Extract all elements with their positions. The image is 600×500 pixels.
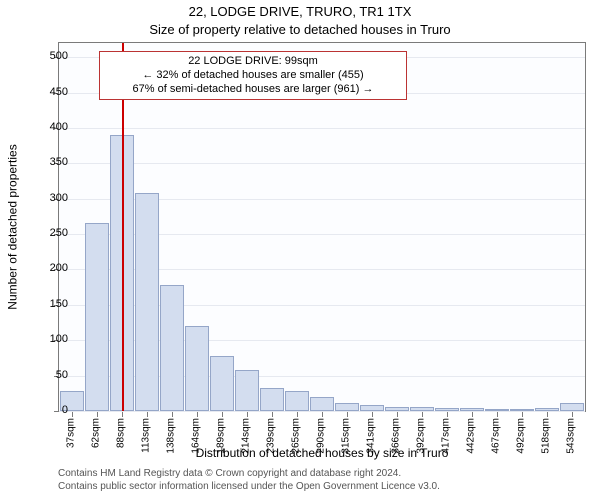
histogram-bar — [485, 409, 509, 411]
annotation-line1: 22 LODGE DRIVE: 99sqm — [108, 55, 398, 69]
x-tick-label: 88sqm — [115, 418, 126, 448]
x-tick-label: 315sqm — [341, 418, 352, 454]
gridline — [59, 163, 585, 164]
x-tick-label: 37sqm — [65, 418, 76, 448]
x-tick-label: 189sqm — [215, 418, 226, 454]
y-tick-label: 250 — [34, 227, 68, 239]
histogram-bar — [460, 408, 484, 411]
annotation-line2: ← 32% of detached houses are smaller (45… — [108, 69, 398, 83]
histogram-bar — [185, 326, 209, 411]
histogram-bar — [535, 408, 559, 411]
histogram-bar — [560, 403, 584, 411]
histogram-bar — [435, 408, 459, 411]
histogram-bar — [135, 193, 159, 411]
x-tick-label: 113sqm — [140, 418, 151, 453]
x-tick-label: 392sqm — [416, 418, 427, 454]
histogram-bar — [385, 407, 409, 411]
y-tick-label: 100 — [34, 333, 68, 345]
histogram-bar — [85, 223, 109, 411]
x-tick-label: 366sqm — [391, 418, 402, 454]
histogram-bar — [160, 285, 184, 411]
x-tick-label: 265sqm — [290, 418, 301, 454]
histogram-bar — [360, 405, 384, 411]
chart-container: { "titles": { "address": "22, LODGE DRIV… — [0, 0, 600, 500]
plot-area: 22 LODGE DRIVE: 99sqm ← 32% of detached … — [58, 42, 586, 412]
x-tick-label: 492sqm — [516, 418, 527, 454]
x-tick-label: 214sqm — [240, 418, 251, 454]
y-tick-label: 150 — [34, 298, 68, 310]
x-tick-label: 543sqm — [566, 418, 577, 454]
x-tick-label: 442sqm — [466, 418, 477, 454]
annotation-box: 22 LODGE DRIVE: 99sqm ← 32% of detached … — [99, 51, 407, 100]
histogram-bar — [210, 356, 234, 411]
y-tick-label: 50 — [34, 369, 68, 381]
credit-text: Contains HM Land Registry data © Crown c… — [58, 468, 586, 493]
y-tick-label: 200 — [34, 262, 68, 274]
histogram-bar — [235, 370, 259, 411]
x-tick-label: 467sqm — [491, 418, 502, 454]
x-tick-label: 417sqm — [441, 418, 452, 454]
y-tick-label: 300 — [34, 192, 68, 204]
y-tick-label: 400 — [34, 121, 68, 133]
x-tick-label: 138sqm — [165, 418, 176, 454]
x-tick-label: 518sqm — [541, 418, 552, 454]
histogram-bar — [410, 407, 434, 411]
y-tick-label: 350 — [34, 156, 68, 168]
x-tick-label: 239sqm — [265, 418, 276, 454]
histogram-bar — [260, 388, 284, 411]
x-tick-label: 290sqm — [316, 418, 327, 454]
gridline — [59, 128, 585, 129]
y-tick-label: 0 — [34, 404, 68, 416]
histogram-bar — [285, 391, 309, 411]
x-tick-label: 62sqm — [90, 418, 101, 448]
histogram-bar — [335, 403, 359, 411]
y-axis-label: Number of detached properties — [6, 42, 20, 412]
chart-subtitle: Size of property relative to detached ho… — [0, 22, 600, 37]
x-tick-label: 164sqm — [190, 418, 201, 454]
y-tick-label: 450 — [34, 86, 68, 98]
histogram-bar — [510, 409, 534, 411]
annotation-line3: 67% of semi-detached houses are larger (… — [108, 83, 398, 97]
histogram-bar — [310, 397, 334, 411]
x-tick-label: 341sqm — [366, 418, 377, 454]
chart-title-address: 22, LODGE DRIVE, TRURO, TR1 1TX — [0, 4, 600, 19]
y-tick-label: 500 — [34, 50, 68, 62]
